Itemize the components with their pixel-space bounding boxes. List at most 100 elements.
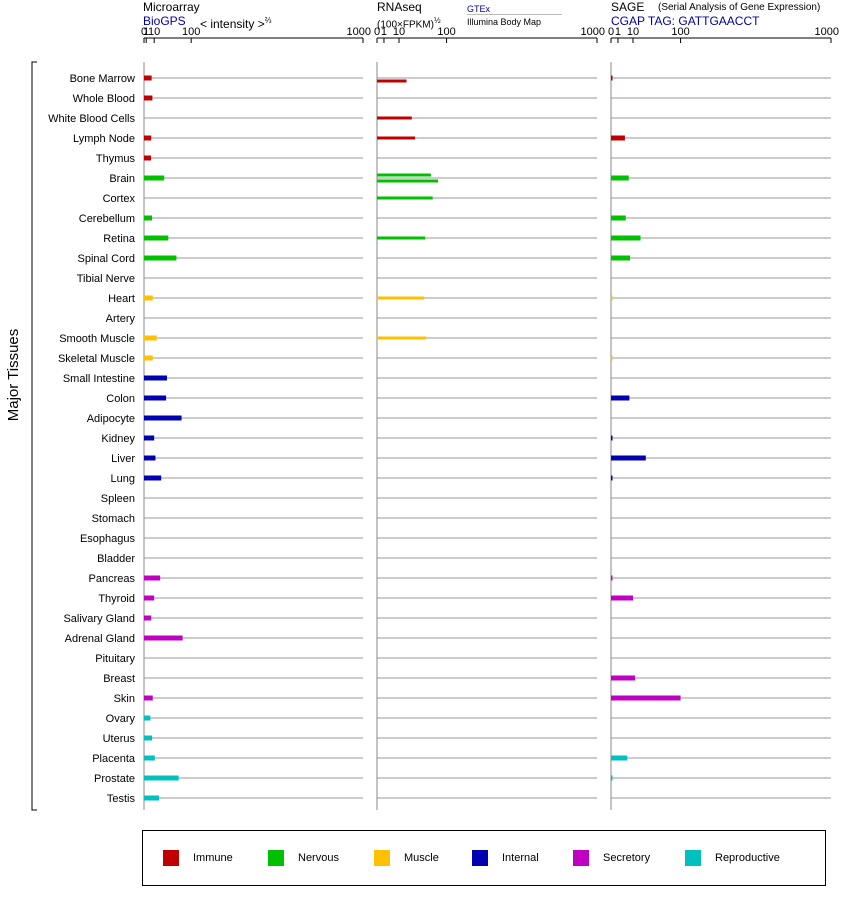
legend-swatch-internal (472, 850, 488, 866)
x-tick-label: 0 (141, 26, 147, 38)
bar (144, 755, 155, 761)
tissue-label: Testis (107, 793, 136, 805)
legend-item-reproductive: Reproductive (685, 850, 780, 866)
rnaseq-source-divider (467, 14, 562, 15)
x-tick-label: 10 (627, 26, 639, 38)
bar (144, 775, 179, 781)
bar (144, 795, 160, 801)
x-tick-label: 0 (374, 26, 380, 38)
tissue-label: Prostate (94, 773, 135, 785)
bar (377, 296, 425, 300)
tissue-label: Kidney (101, 433, 135, 445)
tissue-label: Thyroid (98, 593, 135, 605)
bar (144, 695, 153, 701)
bar (144, 455, 156, 461)
bar (144, 295, 153, 301)
tissue-rows: Bone Marrow Whole Blood White Blood Cells L… (48, 73, 831, 805)
bar (611, 175, 629, 181)
bar (611, 775, 613, 781)
bar (611, 355, 613, 361)
legend-swatch-reproductive (685, 850, 701, 866)
bar (144, 335, 157, 341)
tissue-label: Whole Blood (73, 93, 135, 105)
x-tick-label: 10 (148, 26, 160, 38)
rnaseq-unit: (100×FPKM)½ (377, 14, 441, 32)
bar (144, 155, 152, 161)
bar (611, 675, 636, 681)
bar (144, 255, 177, 261)
bar (611, 215, 626, 221)
bar (144, 95, 153, 101)
tissue-label: Placenta (92, 753, 136, 765)
sage-tag: CGAP TAG: GATTGAACCT (611, 14, 760, 28)
y-axis-bracket (31, 61, 37, 811)
bar (611, 595, 633, 601)
rnaseq-unit-exp: ½ (433, 16, 441, 25)
bar (144, 415, 182, 421)
tissue-label: White Blood Cells (48, 113, 135, 125)
bar (144, 715, 151, 721)
tissue-label: Uterus (103, 733, 136, 745)
legend-item-muscle: Muscle (374, 850, 439, 866)
bar (144, 595, 155, 601)
bar (144, 355, 153, 361)
tissue-label: Cortex (103, 193, 136, 205)
legend-label-internal: Internal (502, 852, 539, 864)
legend-label-secretory: Secretory (603, 852, 651, 864)
x-tick-label: 100 (671, 26, 689, 38)
microarray-unit: < intensity >⅔ (200, 14, 271, 31)
bar (377, 173, 431, 177)
tissue-label: Adrenal Gland (65, 633, 135, 645)
bar (377, 336, 427, 340)
bar (377, 179, 439, 183)
microarray-unit-text: < intensity > (200, 17, 265, 31)
legend-label-muscle: Muscle (404, 852, 439, 864)
legend-swatch-nervous (268, 850, 284, 866)
tissue-label: Bone Marrow (70, 73, 135, 85)
x-tick-label: 1000 (815, 26, 839, 38)
bar (611, 755, 628, 761)
tissue-label: Heart (108, 293, 135, 305)
bar (611, 455, 646, 461)
x-tick-label: 10 (393, 26, 405, 38)
bar (144, 735, 153, 741)
microarray-unit-exp: ⅔ (264, 16, 272, 25)
rnaseq-subsource: Illumina Body Map (467, 17, 542, 27)
bar (611, 575, 613, 581)
bar (611, 475, 613, 481)
tissue-label: Pituitary (95, 653, 135, 665)
bar (611, 295, 613, 301)
x-tick-label: 0 (608, 26, 614, 38)
tissue-label: Breast (103, 673, 135, 685)
tissue-label: Adipocyte (87, 413, 135, 425)
bar (144, 395, 167, 401)
x-tick-label: 100 (437, 26, 455, 38)
bar (611, 255, 631, 261)
bar (144, 615, 152, 621)
tissue-label: Thymus (96, 153, 136, 165)
bars-layer (144, 75, 681, 801)
x-tick-label: 1 (615, 26, 621, 38)
tissue-label: Small Intestine (63, 373, 135, 385)
bar (144, 175, 165, 181)
legend-swatch-secretory (573, 850, 589, 866)
bar (144, 75, 152, 81)
legend: Immune Nervous Muscle Internal Secretory… (142, 830, 826, 886)
sage-subtitle: (Serial Analysis of Gene Expression) (658, 2, 821, 13)
x-tick-label: 100 (182, 26, 200, 38)
legend-label-nervous: Nervous (298, 852, 339, 864)
rnaseq-source: GTEx (467, 4, 491, 14)
tissue-label: Liver (111, 453, 135, 465)
tissue-label: Bladder (97, 553, 135, 565)
legend-swatch-muscle (374, 850, 390, 866)
bar (377, 116, 412, 120)
bar (611, 235, 641, 241)
microarray-source: BioGPS (143, 14, 186, 28)
bar (144, 235, 169, 241)
tissue-label: Tibial Nerve (77, 273, 135, 285)
bar (611, 695, 681, 701)
tissue-label: Stomach (92, 513, 135, 525)
tissue-label: Lymph Node (73, 133, 135, 145)
